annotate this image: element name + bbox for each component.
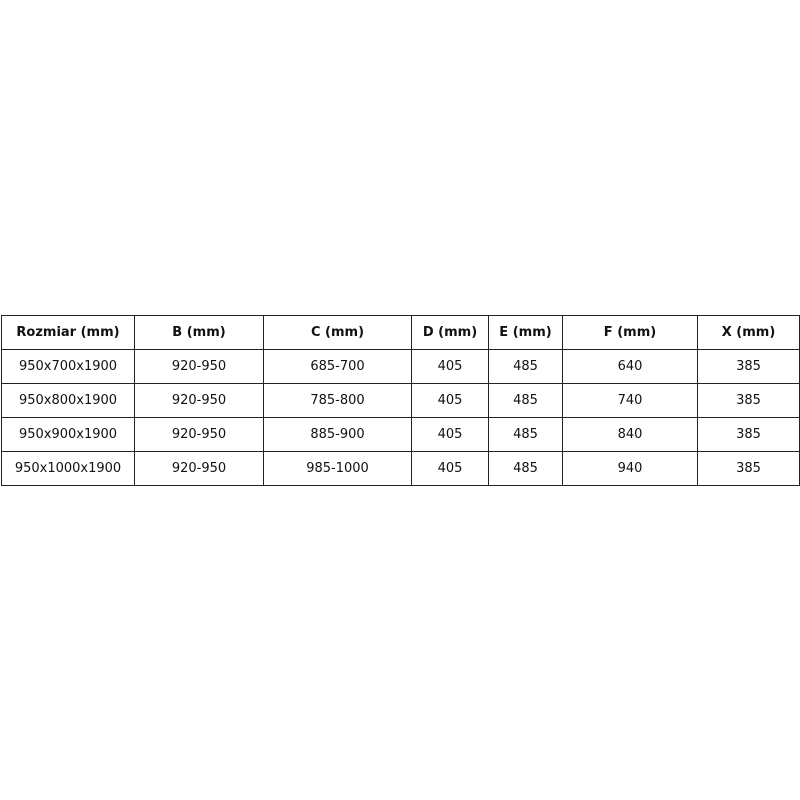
table-cell: 405 [411, 451, 489, 486]
table-cell: 385 [697, 383, 800, 418]
table-cell: 885-900 [263, 417, 412, 452]
table-cell: 385 [697, 349, 800, 384]
table-cell: 985-1000 [263, 451, 412, 486]
table-cell: 485 [488, 349, 563, 384]
table-cell: 485 [488, 451, 563, 486]
table-cell: 405 [411, 417, 489, 452]
column-header: F (mm) [562, 315, 698, 350]
column-header: E (mm) [488, 315, 563, 350]
table-cell: 685-700 [263, 349, 412, 384]
table-cell: 740 [562, 383, 698, 418]
table-row: 950x900x1900 920-950 885-900 405 485 840 385 [1, 417, 800, 452]
column-header: C (mm) [263, 315, 412, 350]
table-cell: 785-800 [263, 383, 412, 418]
table-cell: 385 [697, 451, 800, 486]
table-cell: 405 [411, 349, 489, 384]
table-row: 950x1000x1900 920-950 985-1000 405 485 940 385 [1, 451, 800, 486]
table-cell: 385 [697, 417, 800, 452]
table-cell: 940 [562, 451, 698, 486]
table-row: 950x800x1900 920-950 785-800 405 485 740 385 [1, 383, 800, 418]
table-cell: 485 [488, 383, 563, 418]
table-cell: 840 [562, 417, 698, 452]
column-header: X (mm) [697, 315, 800, 350]
table-row: 950x700x1900 920-950 685-700 405 485 640 385 [1, 349, 800, 384]
table-cell: 950x900x1900 [1, 417, 135, 452]
table-cell: 920-950 [134, 383, 264, 418]
table-cell: 405 [411, 383, 489, 418]
table-cell: 950x700x1900 [1, 349, 135, 384]
table-cell: 920-950 [134, 349, 264, 384]
table-cell: 950x1000x1900 [1, 451, 135, 486]
header-row: Rozmiar (mm) B (mm) C (mm) D (mm) E (mm) F (m… [1, 315, 800, 350]
table-cell: 485 [488, 417, 563, 452]
table-cell: 950x800x1900 [1, 383, 135, 418]
dimensions-table: Rozmiar (mm) B (mm) C (mm) D (mm) E (mm) F (m… [1, 315, 800, 486]
table-cell: 920-950 [134, 417, 264, 452]
table-cell: 920-950 [134, 451, 264, 486]
column-header: Rozmiar (mm) [1, 315, 135, 350]
column-header: B (mm) [134, 315, 264, 350]
table-cell: 640 [562, 349, 698, 384]
column-header: D (mm) [411, 315, 489, 350]
